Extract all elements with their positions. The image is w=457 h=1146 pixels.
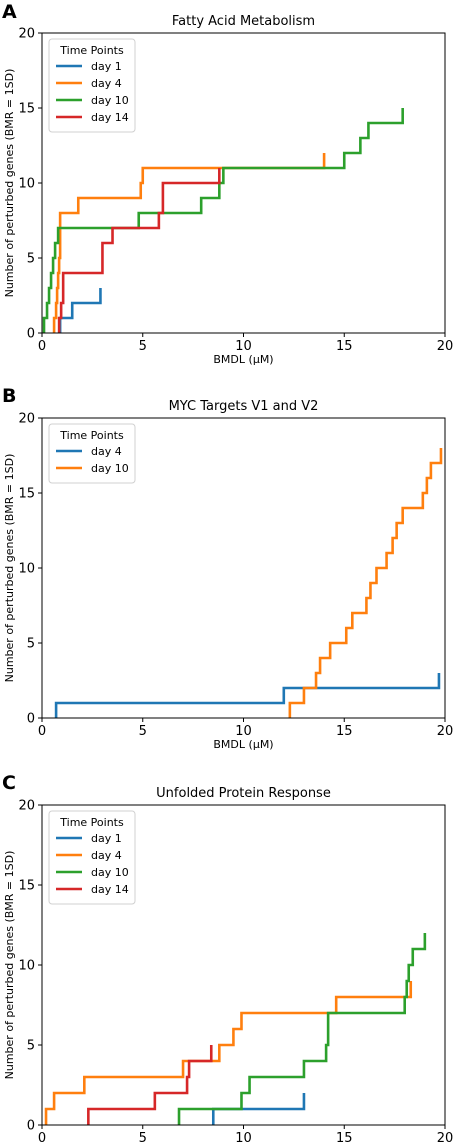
x-axis-label: BMDL (μM) [213, 353, 273, 366]
x-tick-label: 0 [38, 339, 46, 354]
y-tick-label: 0 [27, 327, 35, 342]
series-line-day-4 [44, 981, 413, 1125]
y-axis-label: Number of perturbed genes (BMR = 1SD) [3, 454, 16, 683]
legend-label: day 1 [91, 60, 122, 73]
legend-label: day 4 [91, 445, 122, 458]
x-tick-label: 0 [38, 1131, 46, 1146]
panel-c: C Unfolded Protein Response 0 5 10 15 20 0 5 10 15… [2, 772, 453, 1146]
legend-box [48, 38, 136, 133]
x-tick-label: 20 [437, 1131, 454, 1146]
series-line-day-10 [288, 448, 443, 718]
series-group [44, 933, 427, 1125]
x-tick-label: 20 [437, 339, 454, 354]
y-tick-label: 0 [27, 712, 35, 727]
panel-letter: A [2, 1, 17, 23]
series-group [42, 108, 404, 333]
x-tick-label: 10 [235, 339, 252, 354]
legend-label: day 14 [91, 111, 129, 124]
x-tick-label: 10 [235, 1131, 252, 1146]
panel-letter: B [2, 385, 16, 407]
legend: Time Points day 1 day 4 day 10 day 14 [48, 38, 136, 133]
y-tick-label: 15 [18, 879, 35, 894]
y-tick-label: 5 [27, 637, 35, 652]
x-tick-label: 20 [437, 724, 454, 739]
y-tick-label: 15 [18, 102, 35, 117]
y-tick-label: 10 [18, 562, 35, 577]
y-tick-label: 15 [18, 487, 35, 502]
panel-letter: C [2, 772, 16, 794]
legend-label: day 10 [91, 94, 129, 107]
chart-title: Unfolded Protein Response [156, 786, 331, 801]
series-line-day-10 [42, 108, 404, 333]
legend-title: Time Points [59, 44, 124, 57]
series-line-day-10 [177, 933, 427, 1125]
x-tick-label: 15 [336, 1131, 353, 1146]
legend-title: Time Points [59, 429, 124, 442]
x-tick-label: 10 [235, 724, 252, 739]
y-axis-label: Number of perturbed genes (BMR = 1SD) [3, 851, 16, 1080]
series-line-day-14 [57, 168, 221, 333]
panel-b: B MYC Targets V1 and V2 0 5 10 15 20 0 5 10 15 20 BM… [2, 385, 453, 751]
legend: Time Points day 1 day 4 day 10 day 14 [48, 810, 136, 905]
series-line-day-1 [211, 1093, 306, 1125]
legend-label: day 10 [91, 462, 129, 475]
legend-label: day 14 [91, 883, 129, 896]
x-tick-label: 5 [139, 1131, 147, 1146]
y-axis-label: Number of perturbed genes (BMR = 1SD) [3, 69, 16, 298]
chart-title: MYC Targets V1 and V2 [169, 399, 319, 414]
legend-box [48, 810, 136, 905]
legend-label: day 4 [91, 77, 122, 90]
series-line-day-4 [52, 153, 326, 333]
y-tick-label: 20 [18, 27, 35, 42]
series-group [54, 448, 443, 718]
y-tick-label: 20 [18, 799, 35, 814]
series-line-day-4 [54, 673, 441, 718]
legend-label: day 1 [91, 832, 122, 845]
y-tick-label: 0 [27, 1119, 35, 1134]
series-line-day-1 [58, 288, 102, 333]
legend: Time Points day 4 day 10 [48, 423, 136, 484]
x-tick-label: 5 [139, 724, 147, 739]
chart-title: Fatty Acid Metabolism [172, 14, 315, 29]
y-tick-label: 5 [27, 1039, 35, 1054]
series-line-day-14 [87, 1045, 213, 1125]
legend-label: day 4 [91, 849, 122, 862]
legend-label: day 10 [91, 866, 129, 879]
y-tick-label: 10 [18, 959, 35, 974]
legend-title: Time Points [59, 816, 124, 829]
y-tick-label: 20 [18, 412, 35, 427]
x-tick-label: 15 [336, 339, 353, 354]
y-tick-label: 10 [18, 177, 35, 192]
x-tick-label: 15 [336, 724, 353, 739]
x-tick-label: 5 [139, 339, 147, 354]
panel-a: A Fatty Acid Metabolism 0 5 10 15 20 0 5 10 15 20 BM… [2, 1, 453, 366]
x-axis-label: BMDL (μM) [213, 738, 273, 751]
x-tick-label: 0 [38, 724, 46, 739]
y-tick-label: 5 [27, 252, 35, 267]
